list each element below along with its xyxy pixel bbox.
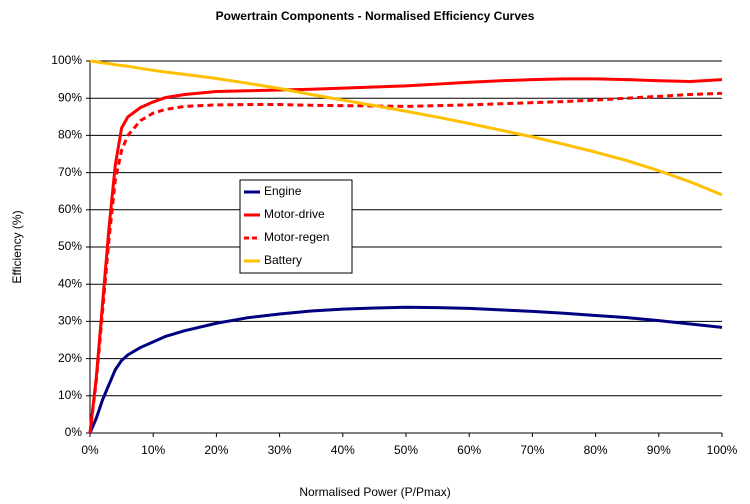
y-tick-label: 90% (58, 90, 82, 104)
legend-label: Motor-regen (264, 230, 329, 244)
x-tick-label: 70% (520, 443, 544, 457)
line-series (89, 59, 723, 197)
x-tick-label: 0% (81, 443, 99, 457)
y-tick-label: 50% (58, 239, 82, 253)
y-axis-label: Efficiency (%) (10, 210, 24, 283)
legend-label: Engine (264, 184, 302, 198)
y-tick-label: 60% (58, 202, 82, 216)
y-tick-label: 100% (51, 53, 82, 67)
x-tick-label: 90% (647, 443, 671, 457)
y-tick-label: 30% (58, 314, 82, 328)
legend-box (239, 179, 353, 274)
y-tick-label: 0% (65, 425, 83, 439)
legend-label: Battery (264, 253, 302, 267)
legend-label: Motor-drive (264, 207, 325, 221)
x-tick-label: 80% (584, 443, 608, 457)
y-tick-label: 40% (58, 276, 82, 290)
line-series (88, 77, 723, 434)
x-tick-label: 10% (141, 443, 165, 457)
chart-title: Powertrain Components - Normalised Effic… (216, 9, 535, 23)
x-tick-label: 20% (204, 443, 228, 457)
x-axis-label: Normalised Power (P/Pmax) (299, 485, 450, 499)
y-tick-label: 10% (58, 388, 82, 402)
y-tick-label: 70% (58, 165, 82, 179)
x-tick-label: 40% (331, 443, 355, 457)
x-tick-label: 60% (457, 443, 481, 457)
y-tick-label: 80% (58, 128, 82, 142)
line-series (88, 91, 723, 434)
x-tick-label: 50% (394, 443, 418, 457)
x-tick-label: 100% (707, 443, 738, 457)
x-tick-label: 30% (268, 443, 292, 457)
line-series (88, 305, 723, 434)
y-tick-label: 20% (58, 351, 82, 365)
